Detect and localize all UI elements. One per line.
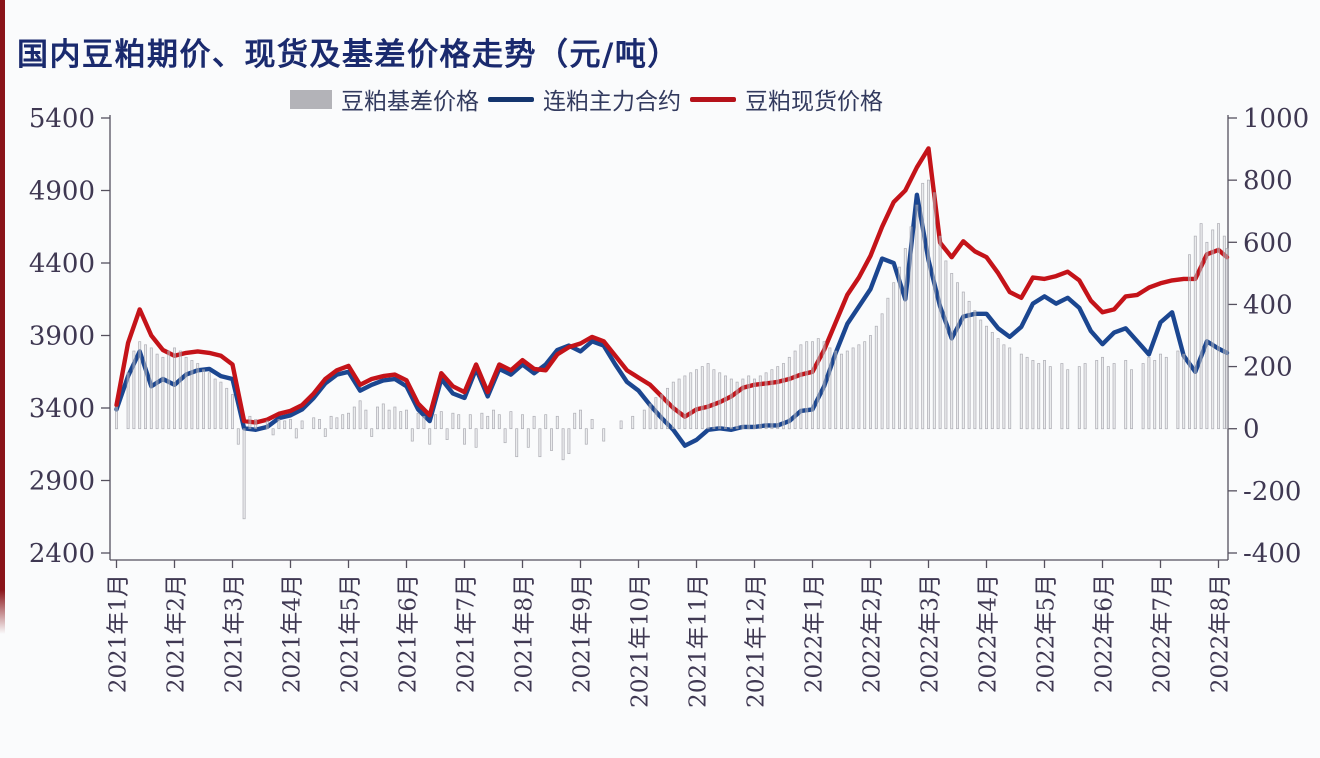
x-tick-label: 2021年8月 [512,574,538,693]
y-axis-right: 1000 800 600 400 200 0 -200 -400 [1228,104,1309,569]
spot-price-line [114,146,1230,425]
x-tick-label: 2021年12月 [744,574,770,708]
y-axis-left: 5400 4900 4400 3900 3400 2900 2400 [29,104,110,569]
futures-line-swatch-icon [488,96,534,102]
y-right-tick-label: -200 [1243,477,1301,507]
x-tick-label: 2021年10月 [628,574,654,708]
x-tick-label: 2022年8月 [1208,574,1234,693]
y-left-tick-label: 4400 [29,249,95,279]
x-tick-label: 2022年7月 [1150,574,1176,693]
x-tick-label: 2022年6月 [1092,574,1118,693]
y-right-tick-label: 600 [1243,228,1293,258]
x-tick-label: 2021年9月 [570,574,596,693]
x-tick-label: 2022年2月 [860,574,886,693]
legend-label-spot: 豆粕现货价格 [745,89,883,115]
x-tick-label: 2022年1月 [802,574,828,693]
basis-bars [115,179,1229,520]
legend-label-futures: 连粕主力合约 [543,89,681,115]
y-right-tick-label: -400 [1243,539,1301,569]
y-left-tick-label: 2900 [29,467,95,497]
x-tick-label: 2021年2月 [164,574,190,693]
x-tick-label: 2021年6月 [396,574,422,693]
axes [109,115,1229,561]
y-left-tick-label: 5400 [29,104,95,134]
x-tick-label: 2022年5月 [1034,574,1060,693]
x-tick-label: 2021年7月 [454,574,480,693]
x-tick-label: 2021年5月 [338,574,364,693]
x-tick-label: 2021年3月 [222,574,248,693]
x-tick-label: 2021年11月 [686,574,712,708]
y-left-tick-label: 4900 [29,177,95,207]
y-left-tick-label: 3400 [29,394,95,424]
x-axis: 2021年1月 2021年2月 2021年3月 2021年4月 2021年5月 2021年… [106,560,1234,708]
y-right-tick-label: 800 [1243,166,1293,196]
y-left-tick-label: 3900 [29,322,95,352]
legend-item-basis: 豆粕基差价格 [290,82,479,116]
y-right-tick-label: 1000 [1243,104,1309,134]
y-left-tick-label: 2400 [29,539,95,569]
x-tick-label: 2021年4月 [280,574,306,693]
y-right-tick-label: 0 [1243,415,1260,445]
y-right-tick-label: 200 [1243,353,1293,383]
x-tick-label: 2022年3月 [918,574,944,693]
futures-price-line [114,192,1230,448]
legend-item-futures: 连粕主力合约 [488,82,681,116]
chart-legend: 豆粕基差价格 连粕主力合约 豆粕现货价格 [290,82,883,116]
x-tick-label: 2022年4月 [976,574,1002,693]
x-tick-label: 2021年1月 [106,574,132,693]
basis-bar-swatch-icon [290,89,332,109]
chart-title: 国内豆粕期价、现货及基差价格走势（元/吨） [17,36,680,73]
y-right-tick-label: 400 [1243,290,1293,320]
legend-item-spot: 豆粕现货价格 [690,82,883,116]
spot-line-swatch-icon [690,96,736,102]
left-edge-strip [0,0,5,634]
legend-label-basis: 豆粕基差价格 [341,89,479,115]
